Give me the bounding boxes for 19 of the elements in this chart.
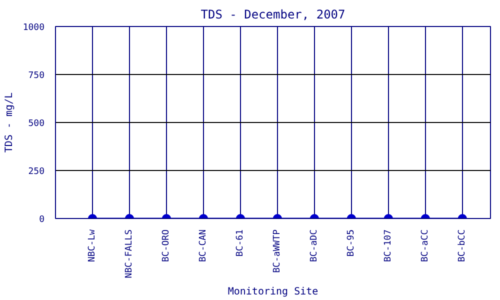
y-axis-title: TDS - mg/L	[4, 92, 15, 153]
x-tick-label: BC-95	[346, 230, 356, 257]
chart-title: TDS - December, 2007	[200, 8, 346, 22]
y-tick-label: 250	[28, 167, 45, 177]
x-tick-label: BC-aWWTP	[272, 228, 282, 273]
x-tick-label: BC-bCC	[457, 229, 468, 262]
x-tick-label: BC-61	[235, 230, 246, 257]
x-tick-label: BC-ORO	[161, 229, 172, 262]
y-tick-label: 500	[28, 119, 45, 129]
y-tick-label: 750	[28, 71, 45, 81]
x-tick-label: BC-107	[383, 229, 394, 262]
x-tick-label: BC-CAN	[198, 229, 208, 262]
x-tick-label: BC-aCC	[420, 229, 430, 262]
x-axis-title: Monitoring Site	[228, 286, 318, 298]
x-tick-label: NBC-FALLS	[124, 229, 134, 278]
y-tick-label: 0	[39, 215, 45, 225]
x-tick-label: NBC-Lw	[87, 228, 98, 262]
y-tick-label: 1000	[22, 23, 45, 33]
x-tick-label: BC-aDC	[309, 229, 320, 262]
